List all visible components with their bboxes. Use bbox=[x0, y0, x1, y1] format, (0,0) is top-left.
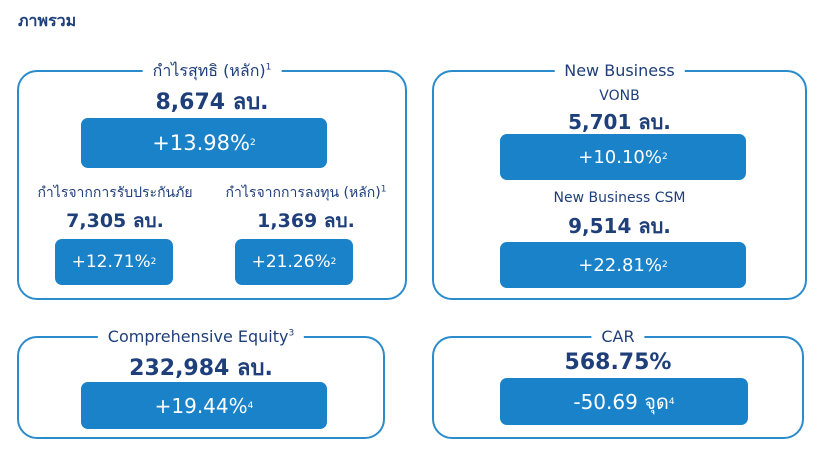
investment-profit-label-text: กำไรจากการลงทุน (หลัก) bbox=[225, 185, 381, 201]
insurance-profit-change: +12.71% bbox=[71, 252, 151, 272]
investment-profit-change: +21.26% bbox=[251, 252, 331, 272]
car-value: 568.75% bbox=[564, 350, 672, 375]
csm-value: 9,514 ลบ. bbox=[568, 214, 671, 238]
vonb-change: +10.10% bbox=[578, 146, 662, 168]
vonb-change-pill: +10.10% 2 bbox=[500, 134, 746, 180]
net-profit-value: 8,674 ลบ. bbox=[155, 90, 269, 115]
page-heading: ภาพรวม bbox=[18, 11, 77, 30]
equity-change: +19.44% bbox=[154, 393, 248, 418]
insurance-profit-value: 7,305 ลบ. bbox=[66, 210, 164, 232]
equity-title-text: Comprehensive Equity bbox=[107, 327, 289, 346]
equity-value: 232,984 ลบ. bbox=[129, 356, 273, 381]
vonb-label: VONB bbox=[599, 88, 640, 104]
net-profit-title-text: กำไรสุทธิ (หลัก) bbox=[152, 61, 266, 80]
insurance-profit-change-pill: +12.71% 2 bbox=[55, 239, 173, 285]
investment-profit-value: 1,369 ลบ. bbox=[257, 210, 355, 232]
car-change-pill: -50.69 จุด 4 bbox=[500, 378, 748, 425]
equity-panel: Comprehensive Equity3 232,984 ลบ. +19.44… bbox=[17, 325, 385, 439]
new-business-title: New Business bbox=[554, 59, 685, 83]
net-profit-change: +13.98% bbox=[152, 131, 250, 155]
equity-change-pill: +19.44% 4 bbox=[81, 382, 327, 429]
new-business-panel: New Business VONB 5,701 ลบ. +10.10% 2 New… bbox=[432, 59, 807, 300]
csm-label: New Business CSM bbox=[553, 190, 686, 206]
investment-profit-label: กำไรจากการลงทุน (หลัก)1 bbox=[211, 182, 401, 204]
equity-title-note: 3 bbox=[288, 328, 295, 339]
car-title: CAR bbox=[591, 325, 645, 349]
net-profit-change-pill: +13.98% 2 bbox=[81, 118, 327, 168]
car-panel: CAR 568.75% -50.69 จุด 4 bbox=[432, 325, 804, 439]
car-change: -50.69 จุด bbox=[573, 389, 669, 414]
investment-profit-label-note: 1 bbox=[380, 184, 387, 195]
investment-profit-change-pill: +21.26% 2 bbox=[235, 239, 353, 285]
csm-change: +22.81% bbox=[578, 254, 662, 276]
insurance-profit-label: กำไรจากการรับประกันภัย bbox=[37, 185, 193, 201]
csm-change-pill: +22.81% 2 bbox=[500, 242, 746, 288]
net-profit-title-note: 1 bbox=[265, 62, 272, 73]
equity-title: Comprehensive Equity3 bbox=[97, 325, 305, 349]
net-profit-title: กำไรสุทธิ (หลัก)1 bbox=[142, 59, 282, 83]
net-profit-panel: กำไรสุทธิ (หลัก)1 8,674 ลบ. +13.98% 2 กำไ… bbox=[17, 59, 407, 300]
vonb-value: 5,701 ลบ. bbox=[568, 110, 671, 134]
